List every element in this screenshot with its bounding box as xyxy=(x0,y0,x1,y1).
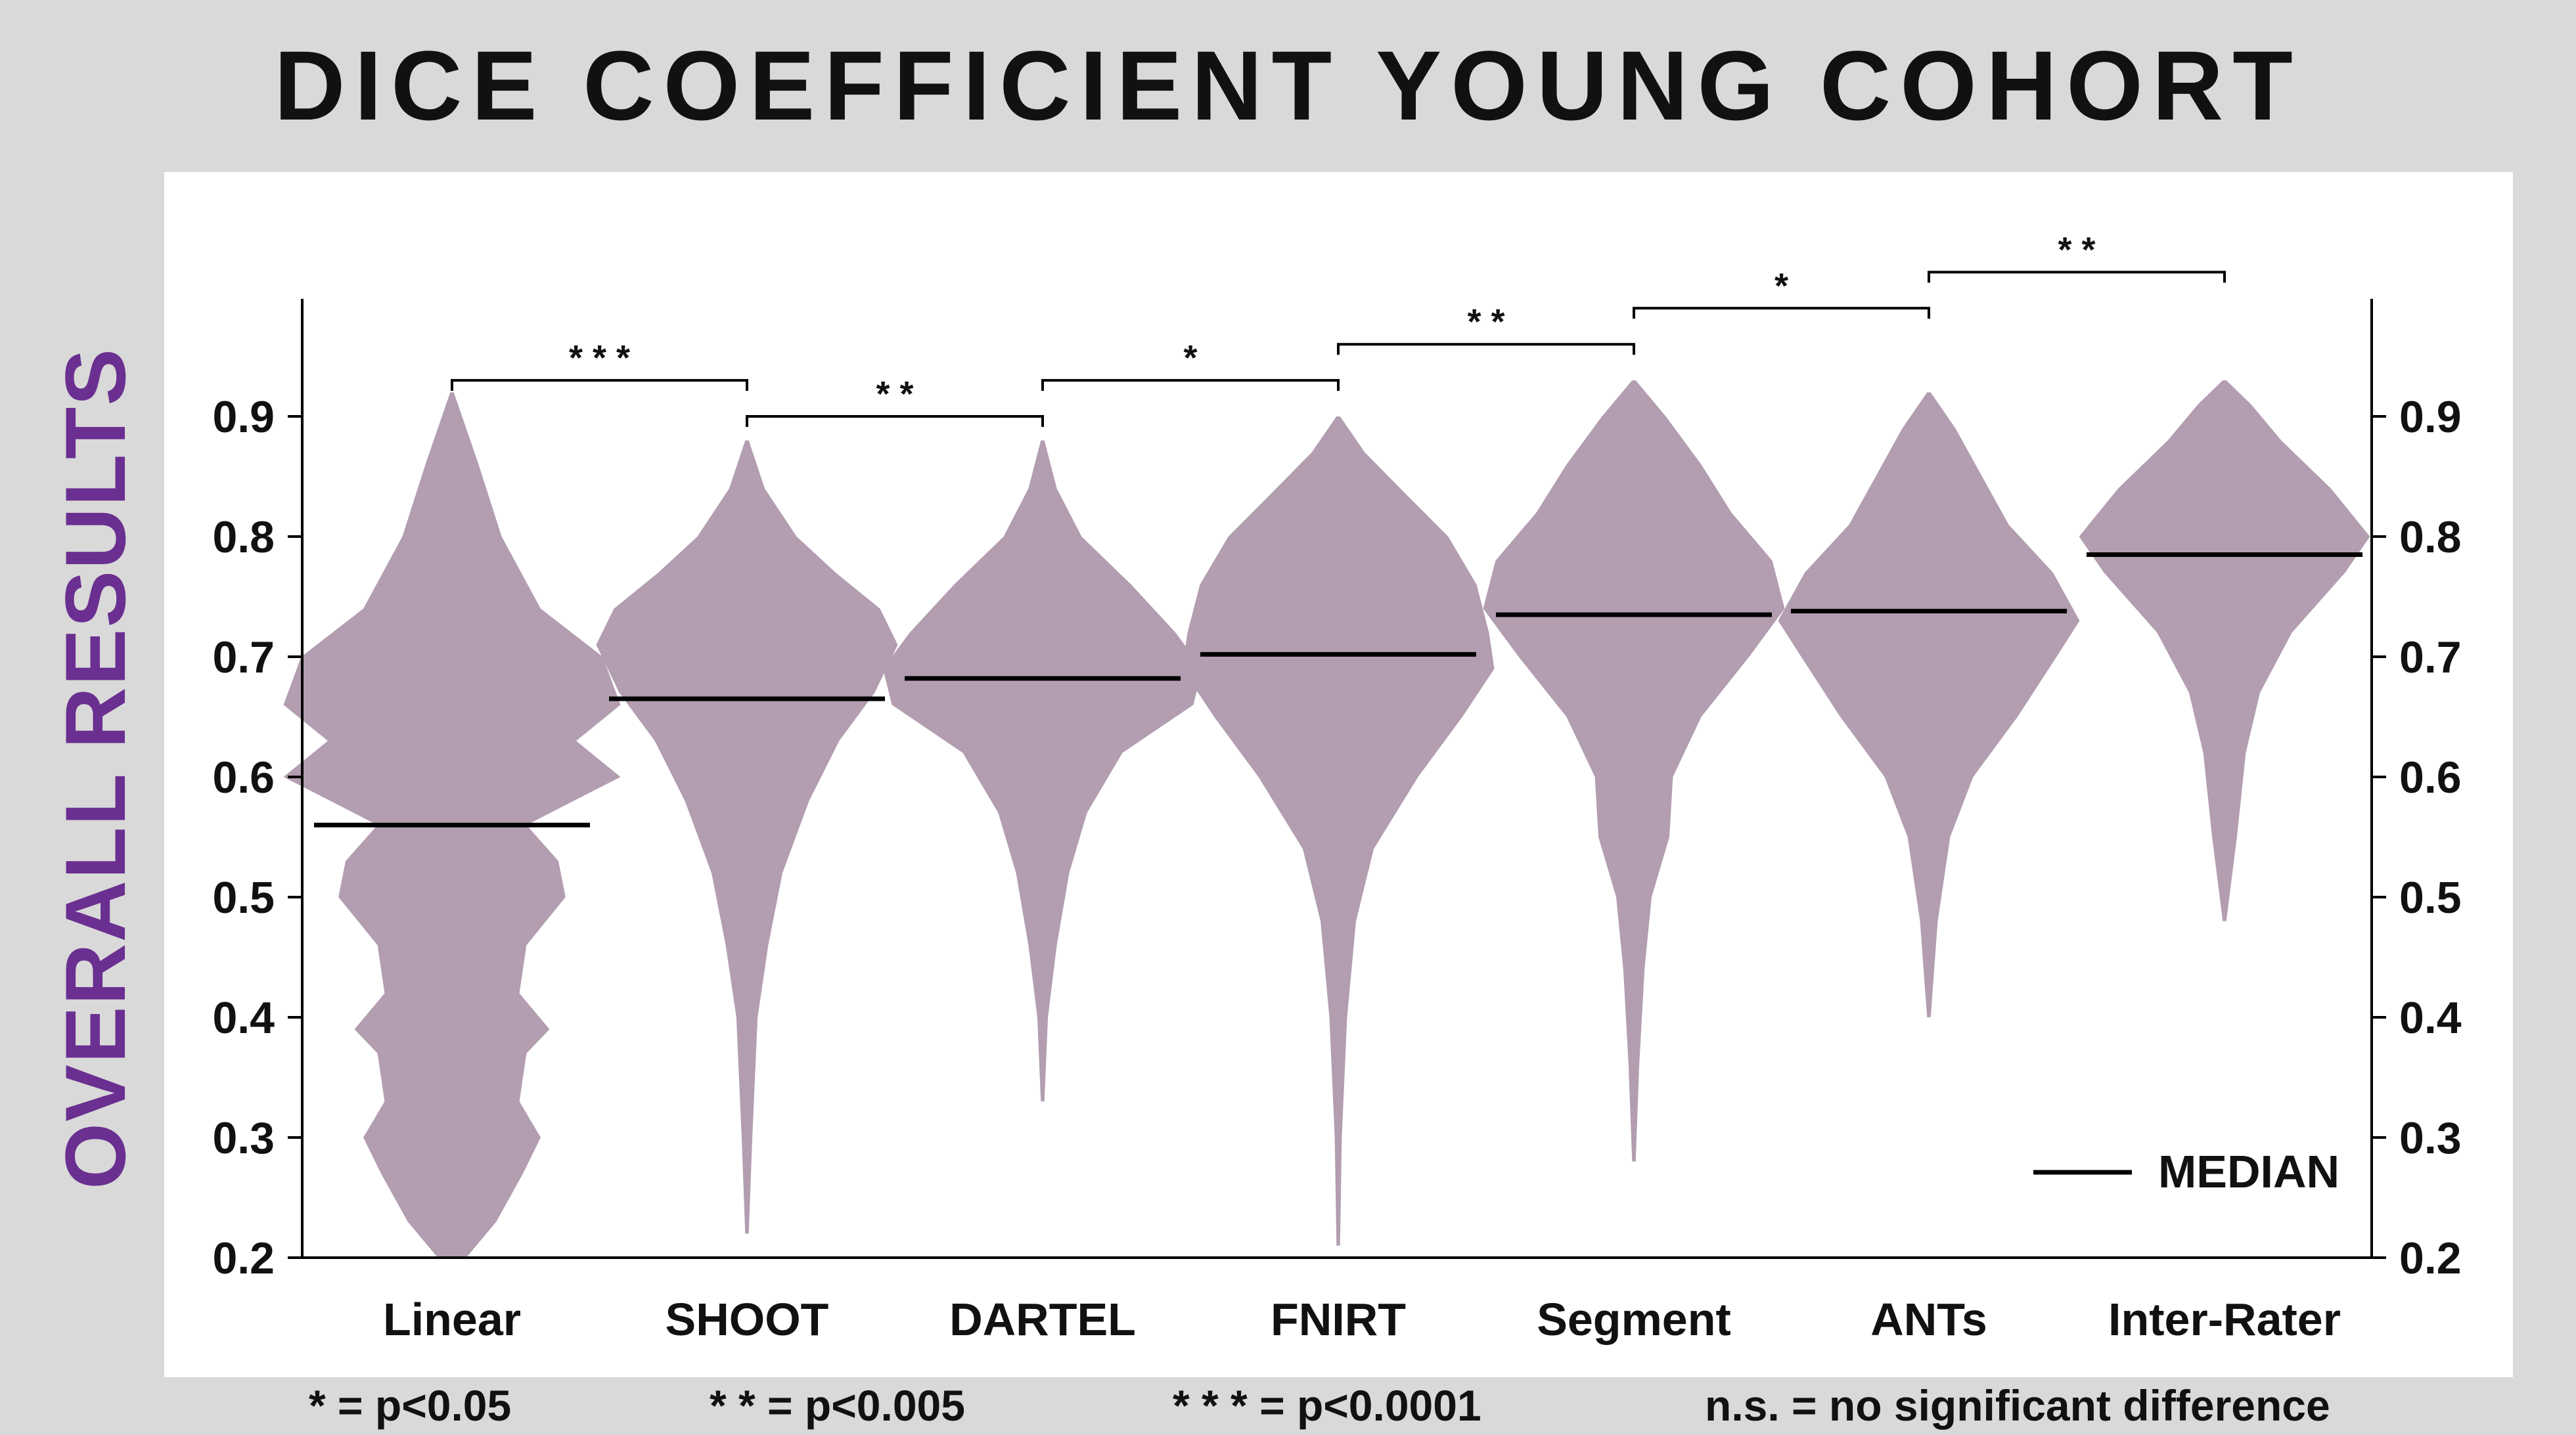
x-tick-label: Inter-Rater xyxy=(2108,1294,2341,1345)
significance-label: * xyxy=(1774,266,1788,305)
significance-label: * * xyxy=(2058,230,2095,269)
significance-brackets: * * * * * * * * * * * xyxy=(451,230,2226,427)
x-tick-label: Segment xyxy=(1537,1294,1731,1345)
significance-bracket xyxy=(746,415,1044,427)
violin-ants xyxy=(1778,392,2080,1017)
y-tick-label-right: 0.6 xyxy=(2399,753,2462,803)
y-tick-label-left: 0.4 xyxy=(212,993,275,1043)
footnotes: * = p<0.05 * * = p<0.005 * * * = p<0.000… xyxy=(0,1379,2576,1432)
footnote-p0005: * * = p<0.005 xyxy=(710,1381,965,1430)
y-tick-label-left: 0.5 xyxy=(212,873,275,923)
y-tick-label-right: 0.5 xyxy=(2399,873,2462,923)
violins xyxy=(283,380,2370,1258)
significance-bracket xyxy=(1337,343,1635,355)
x-tick-label: FNIRT xyxy=(1271,1294,1406,1345)
violin-dartel xyxy=(883,440,1202,1102)
footnote-ns: n.s. = no significant difference xyxy=(1705,1381,2330,1430)
y-tick-label-left: 0.7 xyxy=(212,632,275,682)
significance-label: * xyxy=(1183,338,1197,378)
significance-label: * * xyxy=(876,374,913,414)
significance-bracket xyxy=(1928,271,2226,283)
footnote-p005: * = p<0.05 xyxy=(309,1381,512,1430)
legend-median-label: MEDIAN xyxy=(2158,1146,2339,1197)
y-tick-label-left: 0.9 xyxy=(212,392,275,442)
x-tick-label: ANTs xyxy=(1870,1294,1987,1345)
y-tick-label-right: 0.4 xyxy=(2399,993,2462,1043)
significance-label: * * * xyxy=(569,338,630,378)
violin-fnirt xyxy=(1182,416,1495,1246)
x-tick-label: Linear xyxy=(383,1294,521,1345)
significance-label: * * xyxy=(1467,302,1504,342)
chart-title: DICE COEFFICIENT YOUNG COHORT xyxy=(274,30,2302,141)
y-tick-label-left: 0.3 xyxy=(212,1113,275,1163)
x-tick-label: SHOOT xyxy=(666,1294,829,1345)
significance-bracket xyxy=(1633,307,1930,319)
legend: MEDIAN xyxy=(2033,1146,2339,1197)
y-tick-label-left: 0.8 xyxy=(212,512,275,562)
y-tick-label-right: 0.8 xyxy=(2399,512,2462,562)
y-tick-label-right: 0.2 xyxy=(2399,1233,2462,1283)
violin-inter-rater xyxy=(2079,380,2370,921)
violin-shoot xyxy=(596,440,898,1234)
y-tick-label-right: 0.9 xyxy=(2399,392,2462,442)
median-lines xyxy=(314,552,2362,828)
x-tick-label: DARTEL xyxy=(949,1294,1136,1345)
y-tick-label-right: 0.7 xyxy=(2399,632,2462,682)
violin-segment xyxy=(1483,380,1785,1162)
y-tick-label-left: 0.2 xyxy=(212,1233,275,1283)
footnote-p00001: * * * = p<0.0001 xyxy=(1173,1381,1481,1430)
significance-bracket xyxy=(1041,379,1340,391)
y-tick-label-left: 0.6 xyxy=(212,753,275,803)
y-tick-label-right: 0.3 xyxy=(2399,1113,2462,1163)
axes: 0.2 0.2 0.3 0.3 0.4 0.4 0.5 0.5 0.6 0.6 0.7 0.7 0.8 0… xyxy=(212,299,2462,1345)
significance-bracket xyxy=(451,379,748,391)
